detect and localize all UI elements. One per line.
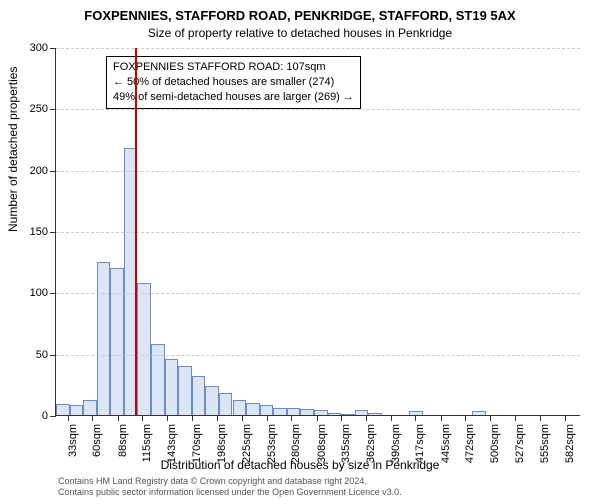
- x-tick-label: 60sqm: [91, 424, 103, 464]
- histogram-bar: [300, 409, 314, 415]
- histogram-bar: [287, 408, 301, 415]
- histogram-bar: [205, 386, 219, 415]
- chart-page: FOXPENNIES, STAFFORD ROAD, PENKRIDGE, ST…: [0, 0, 600, 500]
- y-tick: [50, 293, 56, 294]
- histogram-bar: [246, 403, 260, 415]
- x-tick-label: 33sqm: [67, 424, 79, 464]
- x-tick: [515, 415, 516, 421]
- x-tick: [540, 415, 541, 421]
- histogram-bar: [110, 268, 124, 415]
- x-tick: [415, 415, 416, 421]
- x-tick: [465, 415, 466, 421]
- y-tick: [50, 232, 56, 233]
- x-tick: [192, 415, 193, 421]
- x-tick-label: 362sqm: [365, 424, 377, 464]
- footer-line-1: Contains HM Land Registry data © Crown c…: [58, 476, 367, 486]
- histogram-bar: [273, 408, 287, 415]
- x-tick: [167, 415, 168, 421]
- histogram-bar: [137, 283, 151, 415]
- annotation-box: FOXPENNIES STAFFORD ROAD: 107sqm ← 50% o…: [106, 56, 361, 109]
- footer-line-2: Contains public sector information licen…: [58, 487, 402, 497]
- x-tick: [217, 415, 218, 421]
- y-tick: [50, 48, 56, 49]
- x-tick-label: 527sqm: [514, 424, 526, 464]
- x-tick: [366, 415, 367, 421]
- histogram-bar: [192, 376, 206, 415]
- x-tick-label: 280sqm: [290, 424, 302, 464]
- histogram-bar: [70, 405, 84, 415]
- x-tick-label: 170sqm: [191, 424, 203, 464]
- x-tick: [317, 415, 318, 421]
- plot-area: FOXPENNIES STAFFORD ROAD: 107sqm ← 50% o…: [55, 48, 580, 416]
- x-tick-label: 472sqm: [464, 424, 476, 464]
- x-tick: [391, 415, 392, 421]
- histogram-bar: [472, 411, 486, 415]
- marker-line: [135, 48, 137, 415]
- y-tick-label: 0: [8, 410, 48, 422]
- x-tick-label: 143sqm: [166, 424, 178, 464]
- x-tick-label: 335sqm: [340, 424, 352, 464]
- annotation-line1: FOXPENNIES STAFFORD ROAD: 107sqm: [113, 60, 354, 75]
- histogram-bar: [56, 404, 70, 415]
- histogram-bar: [97, 262, 111, 415]
- histogram-bar: [165, 359, 179, 415]
- x-tick-label: 115sqm: [141, 424, 153, 464]
- histogram-bar: [368, 413, 382, 415]
- histogram-bar: [219, 393, 233, 415]
- histogram-bar: [233, 400, 247, 415]
- y-tick: [50, 109, 56, 110]
- x-tick: [565, 415, 566, 421]
- annotation-line2: ← 50% of detached houses are smaller (27…: [113, 75, 354, 90]
- y-tick: [50, 171, 56, 172]
- x-tick: [92, 415, 93, 421]
- chart-title-main: FOXPENNIES, STAFFORD ROAD, PENKRIDGE, ST…: [0, 8, 600, 23]
- y-axis-label: Number of detached properties: [6, 67, 20, 232]
- x-tick-label: 198sqm: [216, 424, 228, 464]
- y-tick-label: 50: [8, 349, 48, 361]
- x-tick: [341, 415, 342, 421]
- x-tick: [118, 415, 119, 421]
- x-tick-label: 308sqm: [316, 424, 328, 464]
- x-tick: [267, 415, 268, 421]
- y-tick: [50, 416, 56, 417]
- chart-title-sub: Size of property relative to detached ho…: [0, 26, 600, 40]
- x-tick: [441, 415, 442, 421]
- x-tick-label: 555sqm: [539, 424, 551, 464]
- x-tick-label: 582sqm: [564, 424, 576, 464]
- y-tick-label: 100: [8, 287, 48, 299]
- x-tick-label: 445sqm: [440, 424, 452, 464]
- y-tick: [50, 355, 56, 356]
- x-tick: [68, 415, 69, 421]
- x-tick-label: 88sqm: [117, 424, 129, 464]
- x-tick-label: 390sqm: [390, 424, 402, 464]
- x-tick: [490, 415, 491, 421]
- y-tick-label: 200: [8, 165, 48, 177]
- annotation-line3: 49% of semi-detached houses are larger (…: [113, 90, 354, 105]
- y-tick-label: 150: [8, 226, 48, 238]
- y-tick-label: 300: [8, 42, 48, 54]
- x-tick-label: 500sqm: [489, 424, 501, 464]
- x-tick-label: 225sqm: [241, 424, 253, 464]
- histogram-bar: [178, 366, 192, 415]
- y-tick-label: 250: [8, 103, 48, 115]
- histogram-bar: [260, 405, 274, 415]
- x-tick: [142, 415, 143, 421]
- x-tick-label: 253sqm: [266, 424, 278, 464]
- x-tick-label: 417sqm: [414, 424, 426, 464]
- histogram-bar: [328, 413, 342, 415]
- x-tick: [242, 415, 243, 421]
- histogram-bar: [83, 400, 97, 415]
- histogram-bar: [341, 414, 355, 415]
- x-tick: [291, 415, 292, 421]
